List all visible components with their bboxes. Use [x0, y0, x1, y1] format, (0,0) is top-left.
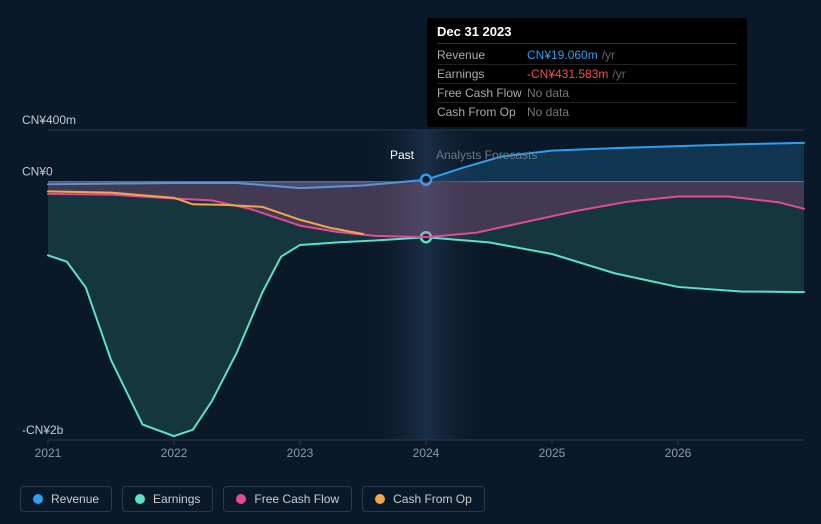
- legend-item-revenue[interactable]: Revenue: [20, 486, 112, 512]
- tooltip-row-label: Cash From Op: [437, 105, 527, 119]
- tooltip-row: Earnings-CN¥431.583m/yr: [437, 65, 737, 84]
- legend-item-cfo[interactable]: Cash From Op: [362, 486, 485, 512]
- x-axis-label: 2021: [35, 446, 62, 460]
- legend-label: Earnings: [153, 492, 200, 506]
- x-axis-label: 2023: [287, 446, 314, 460]
- forecast-section-label: Analysts Forecasts: [436, 148, 537, 162]
- x-axis-label: 2025: [539, 446, 566, 460]
- chart-tooltip: Dec 31 2023 RevenueCN¥19.060m/yrEarnings…: [427, 18, 747, 127]
- tooltip-row-value: No data: [527, 86, 569, 100]
- financials-chart: CN¥400m CN¥0 -CN¥2b 2021 2022 2023 2024 2025 202…: [0, 0, 821, 524]
- legend-swatch: [375, 494, 385, 504]
- past-section-label: Past: [390, 148, 414, 162]
- tooltip-date: Dec 31 2023: [437, 24, 737, 44]
- legend-swatch: [236, 494, 246, 504]
- tooltip-row: RevenueCN¥19.060m/yr: [437, 46, 737, 65]
- chart-legend: Revenue Earnings Free Cash Flow Cash From O…: [20, 486, 485, 512]
- tooltip-row: Free Cash FlowNo data: [437, 84, 737, 103]
- tooltip-row-value: No data: [527, 105, 569, 119]
- x-axis-label: 2024: [413, 446, 440, 460]
- tooltip-row-value: -CN¥431.583m/yr: [527, 67, 626, 81]
- tooltip-row: Cash From OpNo data: [437, 103, 737, 121]
- x-axis-label: 2026: [665, 446, 692, 460]
- tooltip-row-label: Revenue: [437, 48, 527, 62]
- y-axis-label: CN¥0: [22, 165, 53, 179]
- y-axis-label: -CN¥2b: [22, 423, 64, 437]
- legend-swatch: [135, 494, 145, 504]
- legend-label: Free Cash Flow: [254, 492, 339, 506]
- tooltip-row-value: CN¥19.060m/yr: [527, 48, 615, 62]
- tooltip-row-label: Earnings: [437, 67, 527, 81]
- x-axis-label: 2022: [161, 446, 188, 460]
- legend-label: Revenue: [51, 492, 99, 506]
- tooltip-row-label: Free Cash Flow: [437, 86, 527, 100]
- legend-item-fcf[interactable]: Free Cash Flow: [223, 486, 352, 512]
- y-axis-label: CN¥400m: [22, 113, 76, 127]
- legend-swatch: [33, 494, 43, 504]
- legend-label: Cash From Op: [393, 492, 472, 506]
- legend-item-earnings[interactable]: Earnings: [122, 486, 213, 512]
